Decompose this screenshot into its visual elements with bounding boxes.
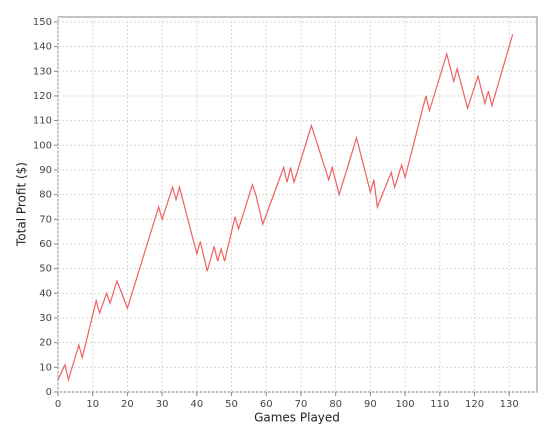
y-tick-label: 150	[33, 17, 52, 28]
x-tick-label: 90	[364, 399, 377, 410]
x-tick-label: 100	[396, 399, 415, 410]
y-tick-label: 40	[39, 288, 52, 299]
x-axis-title: Games Played	[254, 411, 340, 425]
y-tick-label: 30	[39, 313, 52, 324]
y-tick-label: 130	[33, 66, 52, 77]
x-tick-label: 10	[86, 399, 99, 410]
x-tick-label: 60	[260, 399, 273, 410]
x-tick-label: 30	[156, 399, 169, 410]
y-tick-label: 120	[33, 91, 52, 102]
y-tick-label: 110	[33, 116, 52, 127]
y-tick-label: 100	[33, 140, 52, 151]
y-tick-label: 70	[39, 214, 52, 225]
x-tick-label: 50	[225, 399, 238, 410]
y-axis-title: Total Profit ($)	[15, 162, 29, 247]
x-tick-label: 40	[190, 399, 203, 410]
y-tick-label: 0	[46, 387, 52, 398]
y-tick-label: 20	[39, 338, 52, 349]
x-tick-label: 0	[55, 399, 61, 410]
y-tick-label: 80	[39, 190, 52, 201]
plot-area	[57, 16, 538, 393]
x-tick-label: 80	[329, 399, 342, 410]
series-line	[57, 34, 514, 382]
x-tick-label: 70	[295, 399, 308, 410]
x-tick-label: 130	[500, 399, 519, 410]
x-tick-label: 110	[430, 399, 449, 410]
x-tick-label: 120	[465, 399, 484, 410]
x-tick-label: 20	[121, 399, 134, 410]
y-tick-label: 50	[39, 264, 52, 275]
y-tick-label: 140	[33, 42, 52, 53]
y-tick-label: 90	[39, 165, 52, 176]
y-tick-label: 10	[39, 362, 52, 373]
y-tick-label: 60	[39, 239, 52, 250]
